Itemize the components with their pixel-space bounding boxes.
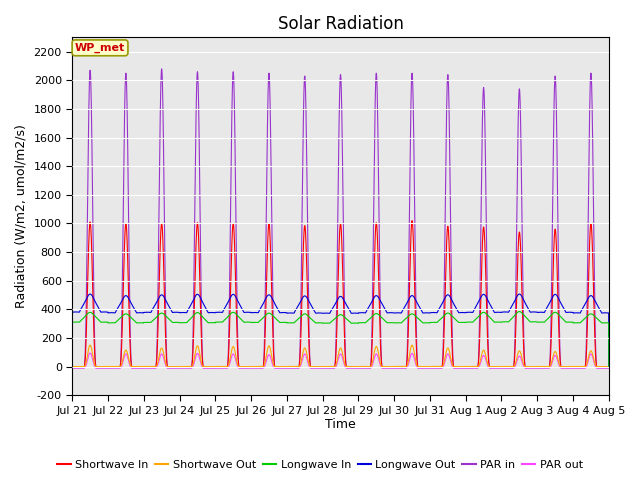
Line: Shortwave Out: Shortwave Out <box>72 345 609 367</box>
Longwave In <box>404 314 412 320</box>
Title: Solar Radiation: Solar Radiation <box>278 15 403 33</box>
Longwave In <box>274 318 282 324</box>
Longwave In <box>68 319 76 325</box>
Longwave Out <box>132 310 140 315</box>
PAR in <box>556 320 563 325</box>
PAR out <box>86 350 94 356</box>
PAR in <box>404 309 412 314</box>
Longwave In <box>577 320 584 325</box>
Longwave In <box>605 364 612 370</box>
PAR out <box>605 364 612 370</box>
Shortwave Out <box>274 364 282 370</box>
Shortwave In <box>404 339 412 345</box>
Longwave Out <box>274 306 282 312</box>
Longwave Out <box>556 297 563 303</box>
PAR out <box>556 363 563 369</box>
Shortwave Out <box>556 361 563 367</box>
Longwave Out <box>605 364 612 370</box>
Shortwave In <box>68 364 76 370</box>
PAR out <box>553 355 561 361</box>
Line: Shortwave In: Shortwave In <box>72 221 609 367</box>
Longwave Out <box>577 310 584 315</box>
PAR in <box>158 66 166 72</box>
PAR in <box>605 364 612 370</box>
Shortwave Out <box>605 364 612 370</box>
PAR out <box>404 362 412 368</box>
Line: Longwave Out: Longwave Out <box>72 294 609 367</box>
Legend: Shortwave In, Shortwave Out, Longwave In, Longwave Out, PAR in, PAR out: Shortwave In, Shortwave Out, Longwave In… <box>53 456 587 474</box>
Shortwave In <box>556 342 563 348</box>
Longwave In <box>132 320 140 325</box>
Shortwave Out <box>577 364 584 370</box>
Longwave Out <box>404 298 412 303</box>
Line: PAR out: PAR out <box>72 353 609 368</box>
PAR out <box>274 365 282 371</box>
Longwave Out <box>553 293 561 299</box>
Shortwave In <box>577 364 584 370</box>
Shortwave Out <box>68 364 76 370</box>
Shortwave Out <box>86 342 94 348</box>
Line: PAR in: PAR in <box>72 69 609 368</box>
Shortwave In <box>605 364 612 370</box>
PAR in <box>68 365 76 371</box>
Shortwave Out <box>404 360 412 365</box>
Shortwave In <box>553 255 561 261</box>
PAR out <box>132 365 140 371</box>
PAR in <box>577 365 584 371</box>
Shortwave In <box>408 218 416 224</box>
Longwave Out <box>68 309 76 315</box>
Line: Longwave In: Longwave In <box>72 312 609 367</box>
PAR in <box>274 365 282 371</box>
PAR out <box>577 365 584 371</box>
X-axis label: Time: Time <box>325 419 356 432</box>
Y-axis label: Radiation (W/m2, umol/m2/s): Radiation (W/m2, umol/m2/s) <box>15 124 28 308</box>
Longwave In <box>556 312 563 318</box>
Shortwave Out <box>553 352 561 358</box>
Shortwave Out <box>132 364 140 370</box>
Shortwave In <box>274 364 282 370</box>
PAR out <box>68 365 76 371</box>
Longwave In <box>516 309 524 314</box>
Longwave Out <box>86 291 94 297</box>
PAR in <box>553 134 561 140</box>
Shortwave In <box>132 364 140 370</box>
PAR in <box>132 365 140 371</box>
Text: WP_met: WP_met <box>75 43 125 53</box>
Longwave In <box>553 310 561 316</box>
